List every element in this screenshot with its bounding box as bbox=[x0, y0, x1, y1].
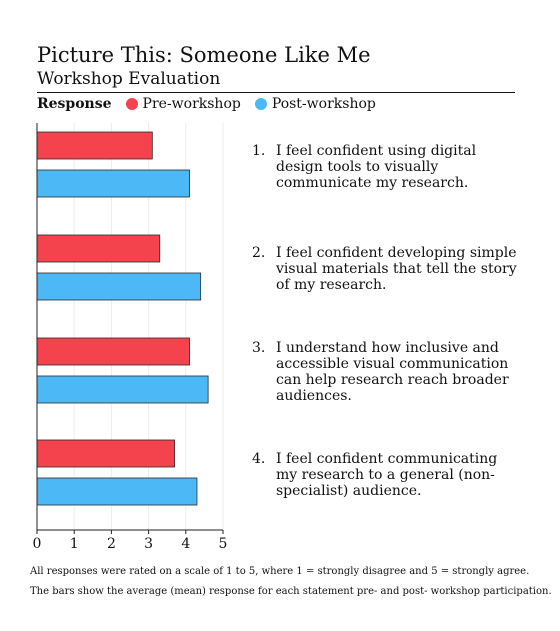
statement-2: 2. I feel confident developing simple vi… bbox=[252, 245, 522, 293]
bar-post-3 bbox=[36, 375, 209, 404]
x-tick-label: 4 bbox=[181, 536, 190, 552]
x-tick-label: 3 bbox=[144, 536, 153, 552]
legend-swatch-pre bbox=[125, 98, 138, 110]
bar-post-1 bbox=[36, 169, 190, 198]
x-tick-label: 2 bbox=[107, 536, 116, 552]
header-divider bbox=[37, 92, 515, 93]
statement-text: I feel confident developing simple visua… bbox=[276, 245, 517, 293]
legend-label-pre: Pre-workshop bbox=[142, 96, 241, 112]
bar-pre-1 bbox=[36, 131, 153, 160]
legend-item-pre: Pre-workshop bbox=[125, 96, 241, 112]
statement-text: I feel confident communicating my resear… bbox=[276, 451, 498, 499]
statement-1: 1. I feel confident using digital design… bbox=[252, 143, 522, 191]
statement-4: 4. I feel confident communicating my res… bbox=[252, 451, 522, 499]
footnote-mean: The bars show the average (mean) respons… bbox=[30, 586, 552, 597]
legend-title: Response bbox=[37, 96, 112, 112]
bar-post-4 bbox=[36, 477, 198, 506]
statement-number: 4. bbox=[252, 451, 266, 467]
statement-3: 3. I understand how inclusive and access… bbox=[252, 340, 522, 404]
x-tick-label: 0 bbox=[33, 536, 42, 552]
bar-post-2 bbox=[36, 272, 202, 301]
statement-number: 1. bbox=[252, 143, 266, 159]
legend-item-post: Post-workshop bbox=[254, 96, 376, 112]
legend-label-post: Post-workshop bbox=[271, 96, 376, 112]
bar-pre-3 bbox=[36, 337, 190, 366]
x-tick-label: 5 bbox=[219, 536, 228, 552]
x-tick-label: 1 bbox=[70, 536, 79, 552]
statement-number: 2. bbox=[252, 245, 266, 261]
statement-number: 3. bbox=[252, 340, 266, 356]
bar-pre-2 bbox=[36, 234, 161, 263]
legend: Response Pre-workshop Post-workshop bbox=[37, 95, 390, 113]
statement-text: I feel confident using digital design to… bbox=[276, 143, 477, 191]
statement-text: I understand how inclusive and accessibl… bbox=[276, 340, 509, 404]
bar-pre-4 bbox=[36, 439, 176, 468]
chart-title: Picture This: Someone Like Me bbox=[37, 43, 371, 67]
legend-swatch-post bbox=[254, 98, 267, 110]
footnote-scale: All responses were rated on a scale of 1… bbox=[30, 566, 530, 577]
chart-subtitle: Workshop Evaluation bbox=[37, 69, 221, 89]
